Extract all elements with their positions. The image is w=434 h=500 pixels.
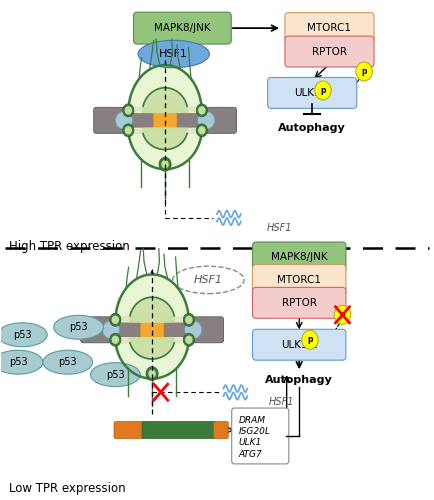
Polygon shape <box>130 338 174 359</box>
Text: p: p <box>340 310 345 320</box>
Circle shape <box>159 158 171 171</box>
Text: HSF1: HSF1 <box>194 275 223 285</box>
Ellipse shape <box>173 266 244 293</box>
FancyBboxPatch shape <box>253 330 346 360</box>
Polygon shape <box>128 65 202 112</box>
Circle shape <box>183 314 194 326</box>
FancyBboxPatch shape <box>142 422 216 438</box>
FancyBboxPatch shape <box>153 102 177 139</box>
Text: MTORC1: MTORC1 <box>277 275 321 285</box>
Ellipse shape <box>115 112 133 130</box>
Circle shape <box>123 104 134 117</box>
Text: p: p <box>320 86 326 95</box>
Polygon shape <box>128 128 202 169</box>
Circle shape <box>302 330 318 349</box>
Text: Autophagy: Autophagy <box>265 374 333 384</box>
Text: MTORC1: MTORC1 <box>307 23 352 33</box>
Text: RPTOR: RPTOR <box>312 46 347 56</box>
Circle shape <box>125 127 132 134</box>
Circle shape <box>199 107 205 114</box>
Text: ULK1/2: ULK1/2 <box>281 340 318 349</box>
Text: HSF1: HSF1 <box>159 49 188 59</box>
Text: Low TPR expression: Low TPR expression <box>10 482 126 495</box>
Ellipse shape <box>54 316 103 340</box>
Polygon shape <box>130 297 174 322</box>
Circle shape <box>123 124 134 137</box>
FancyBboxPatch shape <box>253 242 346 273</box>
Text: p53: p53 <box>106 370 125 380</box>
Ellipse shape <box>90 362 140 386</box>
Text: RPTOR: RPTOR <box>282 298 317 308</box>
Ellipse shape <box>0 350 43 374</box>
Polygon shape <box>143 88 187 112</box>
Circle shape <box>186 336 192 343</box>
Text: ULK1/2: ULK1/2 <box>294 88 331 98</box>
Circle shape <box>125 107 132 114</box>
Ellipse shape <box>184 321 202 339</box>
FancyBboxPatch shape <box>285 12 374 44</box>
FancyBboxPatch shape <box>81 317 224 342</box>
Text: HSF1: HSF1 <box>267 222 292 232</box>
FancyBboxPatch shape <box>94 108 237 134</box>
Circle shape <box>356 62 372 81</box>
FancyBboxPatch shape <box>134 12 231 44</box>
FancyBboxPatch shape <box>140 312 164 348</box>
Text: MAPK8/JNK: MAPK8/JNK <box>154 23 210 33</box>
Circle shape <box>334 306 351 324</box>
Text: HSF1: HSF1 <box>269 397 294 407</box>
FancyBboxPatch shape <box>214 422 228 438</box>
Polygon shape <box>115 338 189 378</box>
Circle shape <box>162 160 168 168</box>
Circle shape <box>112 316 118 324</box>
Ellipse shape <box>0 323 47 346</box>
FancyBboxPatch shape <box>253 288 346 318</box>
FancyBboxPatch shape <box>285 36 374 67</box>
Text: ISG20L: ISG20L <box>239 427 270 436</box>
Text: p: p <box>307 336 313 344</box>
Polygon shape <box>143 128 187 150</box>
Text: ULK1: ULK1 <box>239 438 262 448</box>
Circle shape <box>183 334 194 346</box>
Ellipse shape <box>138 40 210 68</box>
Text: ATG7: ATG7 <box>239 450 263 459</box>
Circle shape <box>149 370 155 377</box>
Ellipse shape <box>197 112 215 130</box>
Text: DRAM: DRAM <box>239 416 266 424</box>
FancyBboxPatch shape <box>232 408 289 464</box>
Text: Autophagy: Autophagy <box>278 123 346 133</box>
Ellipse shape <box>102 321 120 339</box>
Text: p: p <box>362 67 367 76</box>
FancyBboxPatch shape <box>268 78 357 108</box>
Circle shape <box>199 127 205 134</box>
Circle shape <box>112 336 118 343</box>
Text: MAPK8/JNK: MAPK8/JNK <box>271 252 328 262</box>
Circle shape <box>196 104 207 117</box>
Circle shape <box>146 366 158 380</box>
Polygon shape <box>115 274 189 322</box>
Text: p53: p53 <box>13 330 32 340</box>
Circle shape <box>186 316 192 324</box>
Circle shape <box>110 334 121 346</box>
Circle shape <box>315 81 331 100</box>
Text: p53: p53 <box>9 357 27 367</box>
Text: p53: p53 <box>59 357 77 367</box>
Circle shape <box>196 124 207 137</box>
Circle shape <box>110 314 121 326</box>
Text: p53: p53 <box>69 322 88 332</box>
FancyBboxPatch shape <box>253 264 346 296</box>
FancyBboxPatch shape <box>114 422 145 438</box>
Ellipse shape <box>43 350 92 374</box>
Text: High TPR expression: High TPR expression <box>10 240 130 252</box>
